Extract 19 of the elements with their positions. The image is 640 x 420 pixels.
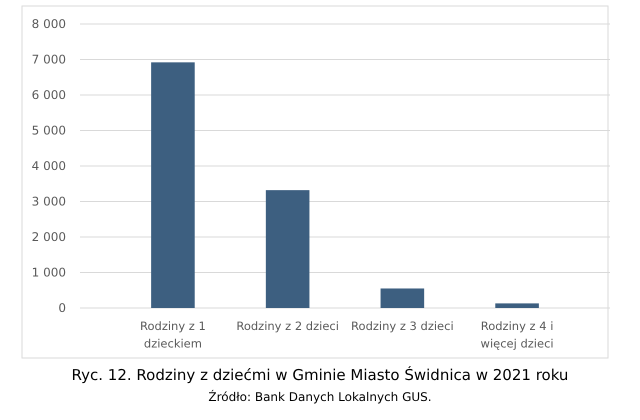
bar — [266, 190, 310, 308]
y-tick-label: 6 000 — [32, 88, 66, 102]
x-tick-label: Rodziny z 4 i więcej dzieci — [480, 319, 554, 350]
bar — [495, 303, 539, 308]
y-tick-label: 0 — [58, 300, 66, 315]
x-tick-label: Rodziny z 3 dzieci — [351, 319, 454, 334]
y-tick-label: 4 000 — [32, 158, 66, 173]
bar — [380, 288, 424, 308]
y-tick-label: 5 000 — [32, 123, 66, 138]
x-tick-label: Rodziny z 2 dzieci — [236, 319, 339, 334]
x-tick-label: Rodziny z 1 dzieckiem — [140, 319, 206, 350]
y-tick-label: 1 000 — [32, 265, 66, 280]
y-tick-label: 8 000 — [32, 16, 66, 31]
text: Ryc. 12. Rodziny z dziećmi w Gminie Miasto Świdnica w 2021 roku — [72, 366, 568, 384]
y-tick-label: 2 000 — [32, 230, 66, 244]
y-tick-label: 3 000 — [32, 194, 66, 208]
y-tick-label: 7 000 — [32, 52, 66, 66]
text: Źródło: Bank Danych Lokalnych GUS. — [208, 389, 432, 404]
bar — [151, 62, 195, 308]
